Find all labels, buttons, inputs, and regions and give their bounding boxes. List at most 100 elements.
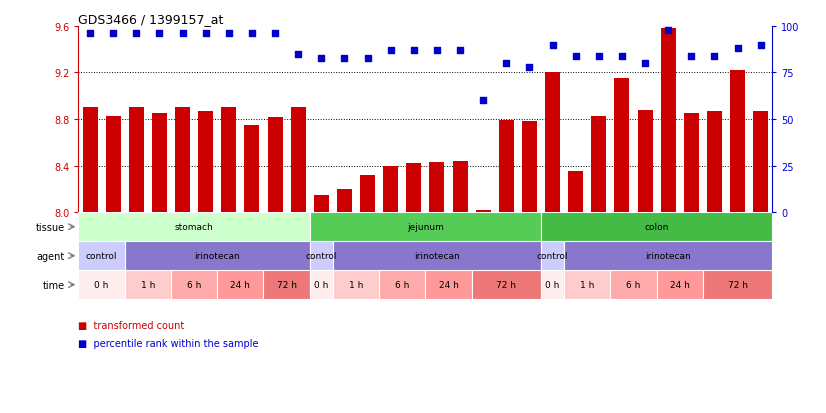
- Bar: [545, 74, 560, 213]
- Bar: [541, 213, 772, 242]
- Bar: [499, 121, 514, 213]
- Point: [338, 55, 351, 62]
- Point: [199, 31, 212, 38]
- Bar: [476, 210, 491, 213]
- Bar: [175, 108, 190, 213]
- Text: control: control: [537, 252, 568, 261]
- Bar: [333, 271, 379, 299]
- Bar: [217, 271, 263, 299]
- Text: ■  transformed count: ■ transformed count: [78, 320, 185, 330]
- Bar: [129, 108, 144, 213]
- Point: [685, 53, 698, 60]
- Bar: [379, 271, 425, 299]
- Bar: [615, 79, 629, 213]
- Point: [384, 47, 397, 54]
- Point: [430, 47, 444, 54]
- Bar: [472, 271, 541, 299]
- Point: [731, 46, 744, 52]
- Text: 24 h: 24 h: [670, 280, 690, 290]
- Text: agent: agent: [36, 251, 64, 261]
- Point: [130, 31, 143, 38]
- Text: 72 h: 72 h: [728, 280, 748, 290]
- Text: control: control: [86, 252, 117, 261]
- Bar: [291, 108, 306, 213]
- Point: [569, 53, 582, 60]
- Bar: [730, 71, 745, 213]
- Bar: [568, 172, 583, 213]
- Bar: [703, 271, 772, 299]
- Bar: [383, 166, 398, 213]
- Bar: [244, 126, 259, 213]
- Point: [315, 55, 328, 62]
- Bar: [171, 271, 217, 299]
- Bar: [198, 112, 213, 213]
- Point: [222, 31, 235, 38]
- Bar: [310, 271, 333, 299]
- Text: GDS3466 / 1399157_at: GDS3466 / 1399157_at: [78, 13, 224, 26]
- Bar: [591, 116, 606, 213]
- Text: 0 h: 0 h: [94, 280, 109, 290]
- Text: 72 h: 72 h: [496, 280, 516, 290]
- Text: 1 h: 1 h: [349, 280, 363, 290]
- Point: [477, 98, 490, 104]
- Point: [407, 47, 420, 54]
- Point: [268, 31, 282, 38]
- Text: colon: colon: [644, 223, 669, 232]
- Bar: [78, 271, 125, 299]
- Point: [361, 55, 374, 62]
- Bar: [221, 108, 236, 213]
- Bar: [314, 195, 329, 213]
- Bar: [541, 271, 564, 299]
- Bar: [541, 242, 564, 271]
- Bar: [657, 271, 703, 299]
- Point: [754, 42, 767, 49]
- Bar: [83, 108, 97, 213]
- Bar: [453, 161, 468, 213]
- Point: [176, 31, 189, 38]
- Point: [638, 61, 652, 67]
- Text: 6 h: 6 h: [395, 280, 410, 290]
- Text: 1 h: 1 h: [140, 280, 155, 290]
- Text: 1 h: 1 h: [580, 280, 595, 290]
- Bar: [125, 271, 171, 299]
- Point: [708, 53, 721, 60]
- Text: 24 h: 24 h: [230, 280, 250, 290]
- Point: [662, 27, 675, 34]
- Text: jejunum: jejunum: [407, 223, 444, 232]
- Bar: [564, 242, 772, 271]
- Text: irinotecan: irinotecan: [645, 252, 691, 261]
- Text: 0 h: 0 h: [314, 280, 329, 290]
- Text: time: time: [42, 280, 64, 290]
- Text: stomach: stomach: [175, 223, 213, 232]
- Point: [245, 31, 259, 38]
- Bar: [753, 112, 768, 213]
- Text: 0 h: 0 h: [545, 280, 560, 290]
- Text: irinotecan: irinotecan: [194, 252, 240, 261]
- Point: [592, 53, 605, 60]
- Point: [500, 61, 513, 67]
- Bar: [78, 213, 310, 242]
- Bar: [661, 29, 676, 213]
- Bar: [425, 271, 472, 299]
- Point: [546, 42, 559, 49]
- Point: [453, 47, 467, 54]
- Point: [615, 53, 629, 60]
- Bar: [125, 242, 310, 271]
- Text: ■  percentile rank within the sample: ■ percentile rank within the sample: [78, 339, 259, 349]
- Bar: [268, 117, 282, 213]
- Text: 24 h: 24 h: [439, 280, 458, 290]
- Point: [523, 64, 536, 71]
- Bar: [406, 164, 421, 213]
- Bar: [78, 242, 125, 271]
- Bar: [707, 112, 722, 213]
- Bar: [337, 190, 352, 213]
- Text: 72 h: 72 h: [277, 280, 297, 290]
- Point: [83, 31, 97, 38]
- Point: [153, 31, 166, 38]
- Text: 6 h: 6 h: [626, 280, 641, 290]
- Bar: [333, 242, 541, 271]
- Bar: [360, 176, 375, 213]
- Text: irinotecan: irinotecan: [414, 252, 460, 261]
- Bar: [310, 213, 541, 242]
- Bar: [522, 122, 537, 213]
